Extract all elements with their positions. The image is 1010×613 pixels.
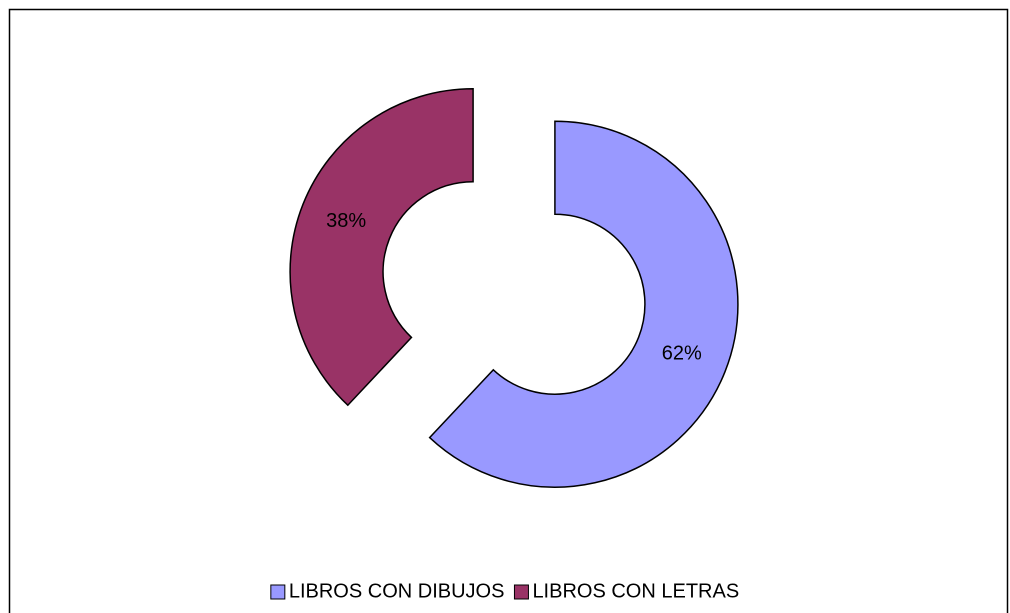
chart-border bbox=[8, 8, 1009, 613]
legend-label: LIBROS CON DIBUJOS bbox=[289, 580, 505, 602]
data-label: 38% bbox=[326, 210, 366, 232]
data-label: 62% bbox=[662, 343, 702, 365]
doughnut-slice bbox=[289, 88, 474, 407]
legend-swatch bbox=[513, 584, 529, 600]
doughnut-slice bbox=[428, 120, 739, 488]
legend-swatch bbox=[270, 584, 286, 600]
legend-label: LIBROS CON LETRAS bbox=[532, 580, 739, 602]
